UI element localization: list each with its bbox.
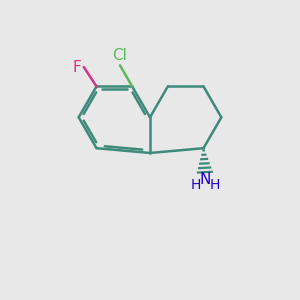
Text: Cl: Cl bbox=[112, 48, 128, 63]
Text: H: H bbox=[190, 178, 201, 192]
Text: H: H bbox=[209, 178, 220, 192]
Text: N: N bbox=[199, 172, 211, 187]
Text: F: F bbox=[73, 59, 81, 74]
